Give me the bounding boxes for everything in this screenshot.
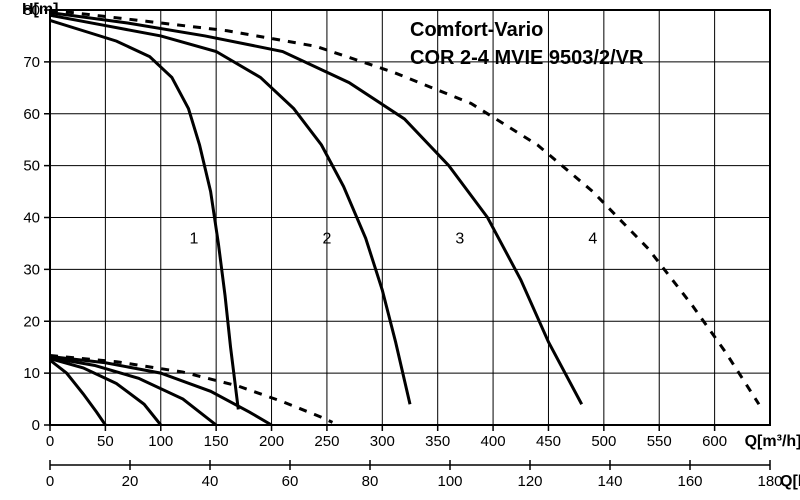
- ytick-label: 60: [23, 106, 40, 123]
- xtick-label: 0: [46, 433, 54, 450]
- x2tick-label: 140: [597, 473, 622, 490]
- x2tick-label: 60: [282, 473, 299, 490]
- xtick-label: 300: [370, 433, 395, 450]
- ytick-label: 70: [23, 54, 40, 71]
- xtick-label: 100: [148, 433, 173, 450]
- ytick-label: 20: [23, 313, 40, 330]
- ytick-label: 0: [32, 417, 40, 434]
- xtick-label: 200: [259, 433, 284, 450]
- xtick-label: 400: [481, 433, 506, 450]
- curve-3: [50, 13, 582, 405]
- pump-curve-chart: 050100150200250300350400450500550600Q[m³…: [0, 0, 800, 500]
- ytick-label: 10: [23, 365, 40, 382]
- x-axis-label-primary: Q[m³/h]: [745, 433, 800, 450]
- chart-title-line1: Comfort-Vario: [410, 19, 543, 41]
- curve-label-4: 4: [588, 230, 597, 247]
- x2tick-label: 160: [677, 473, 702, 490]
- xtick-label: 450: [536, 433, 561, 450]
- xtick-label: 350: [425, 433, 450, 450]
- xtick-label: 50: [97, 433, 114, 450]
- x2tick-label: 120: [517, 473, 542, 490]
- ytick-label: 50: [23, 158, 40, 175]
- xtick-label: 150: [204, 433, 229, 450]
- ytick-label: 40: [23, 210, 40, 227]
- lower-curve-L1: [50, 360, 105, 425]
- ytick-label: 30: [23, 261, 40, 278]
- x2tick-label: 40: [202, 473, 219, 490]
- x2tick-label: 20: [122, 473, 139, 490]
- curve-1: [50, 20, 238, 409]
- curve-label-1: 1: [190, 230, 199, 247]
- x2tick-label: 180: [757, 473, 782, 490]
- curve-4: [50, 10, 759, 404]
- xtick-label: 600: [702, 433, 727, 450]
- curve-label-2: 2: [322, 230, 331, 247]
- x2tick-label: 100: [437, 473, 462, 490]
- curve-label-3: 3: [455, 230, 464, 247]
- xtick-label: 500: [591, 433, 616, 450]
- xtick-label: 250: [314, 433, 339, 450]
- x2tick-label: 0: [46, 473, 54, 490]
- chart-title-line2: COR 2-4 MVIE 9503/2/VR: [410, 47, 644, 69]
- x2tick-label: 80: [362, 473, 379, 490]
- x-axis-label-secondary: Q[l/s]: [780, 473, 800, 490]
- xtick-label: 550: [647, 433, 672, 450]
